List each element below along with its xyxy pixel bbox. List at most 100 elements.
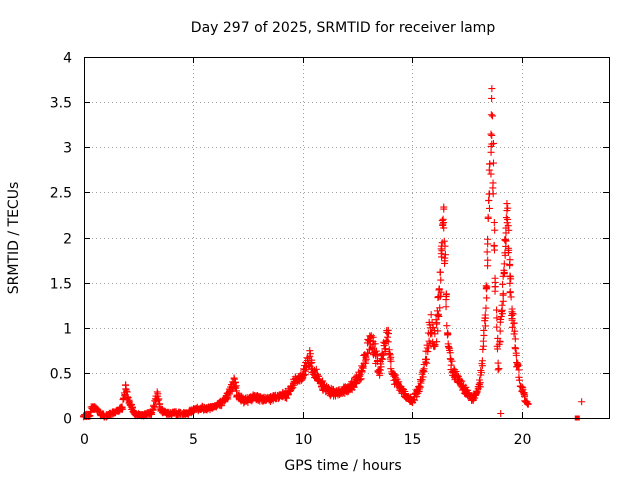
data-point: [481, 314, 489, 322]
data-point: [487, 148, 495, 156]
data-point: [489, 139, 497, 147]
data-point: [442, 303, 450, 311]
data-point: [232, 384, 240, 392]
data-point: [440, 224, 448, 232]
data-point: [376, 366, 384, 374]
data-point: [424, 348, 432, 356]
data-point: [512, 345, 519, 353]
data-point: [433, 338, 441, 346]
data-point: [483, 294, 491, 302]
data-point: [487, 170, 495, 178]
data-point: [483, 248, 491, 256]
data-point: [510, 319, 518, 327]
data-point: [503, 200, 511, 208]
data-point: [487, 130, 495, 138]
data-point: [504, 249, 512, 257]
y-tick-label: 2.5: [50, 186, 72, 202]
data-point: [488, 85, 496, 93]
data-point: [451, 366, 459, 374]
data-point: [447, 361, 455, 369]
data-point: [511, 335, 519, 343]
data-point: [437, 288, 445, 296]
data-point: [456, 377, 464, 385]
data-point: [437, 276, 445, 284]
data-point: [505, 226, 513, 234]
data-point: [350, 383, 358, 391]
data-point: [481, 322, 489, 330]
data-point: [452, 368, 460, 376]
data-point: [494, 359, 502, 367]
data-point: [359, 364, 367, 372]
data-point: [486, 160, 494, 168]
data-point: [431, 342, 439, 350]
plot-frame: [84, 57, 610, 419]
data-point: [477, 367, 485, 375]
data-point: [434, 327, 442, 335]
data-point: [357, 375, 365, 383]
data-point: [501, 235, 509, 243]
data-point: [442, 290, 450, 298]
data-point: [503, 219, 511, 227]
data-point: [497, 313, 505, 321]
chart-title: Day 297 of 2025, SRMTID for receiver lam…: [191, 20, 496, 36]
data-point: [441, 242, 449, 250]
data-point: [387, 365, 395, 373]
data-point: [425, 344, 433, 352]
data-point: [509, 310, 517, 318]
data-point: [495, 365, 503, 373]
data-point: [420, 368, 428, 376]
grid-layer: [84, 57, 609, 418]
data-point: [386, 349, 394, 357]
data-point: [427, 311, 435, 319]
data-point: [515, 366, 523, 374]
data-point: [362, 353, 370, 361]
y-tick-label: 3.5: [50, 96, 72, 112]
data-point: [502, 237, 510, 245]
data-point: [444, 340, 452, 348]
data-point: [371, 340, 379, 348]
data-point: [499, 280, 507, 288]
data-point: [506, 262, 514, 270]
data-point: [480, 342, 488, 350]
data-point: [488, 112, 496, 120]
data-point: [441, 251, 449, 259]
data-point: [506, 273, 514, 281]
data-point: [122, 386, 130, 394]
data-point: [494, 366, 502, 374]
data-point: [488, 94, 496, 102]
data-point: [480, 331, 488, 339]
data-point: [384, 326, 392, 334]
data-point: [446, 349, 454, 357]
y-tick-label: 2: [63, 232, 72, 248]
data-point: [445, 344, 453, 352]
data-point: [440, 237, 448, 245]
data-point: [493, 314, 501, 322]
data-point: [436, 268, 444, 276]
y-tick-label: 3: [63, 141, 72, 157]
data-point: [369, 333, 377, 341]
data-point: [512, 351, 520, 359]
data-point: [154, 395, 162, 403]
data-point: [485, 166, 493, 174]
data-point: [473, 388, 481, 396]
data-point: [502, 214, 510, 222]
data-point: [507, 293, 515, 301]
y-tick-label: 1: [63, 322, 72, 338]
data-point: [460, 384, 468, 392]
data-point: [496, 338, 504, 346]
data-point: [521, 391, 529, 399]
y-tick-label: 0.5: [50, 367, 72, 383]
data-point: [496, 318, 504, 326]
data-point: [484, 256, 492, 264]
data-point: [487, 111, 495, 119]
x-tick-label: 15: [404, 432, 422, 448]
data-point: [390, 370, 398, 378]
data-point: [485, 204, 493, 212]
data-point: [478, 357, 486, 365]
data-point: [147, 410, 155, 418]
data-point: [435, 312, 443, 320]
data-point: [417, 379, 425, 387]
data-point: [511, 327, 519, 335]
data-point: [312, 365, 320, 373]
